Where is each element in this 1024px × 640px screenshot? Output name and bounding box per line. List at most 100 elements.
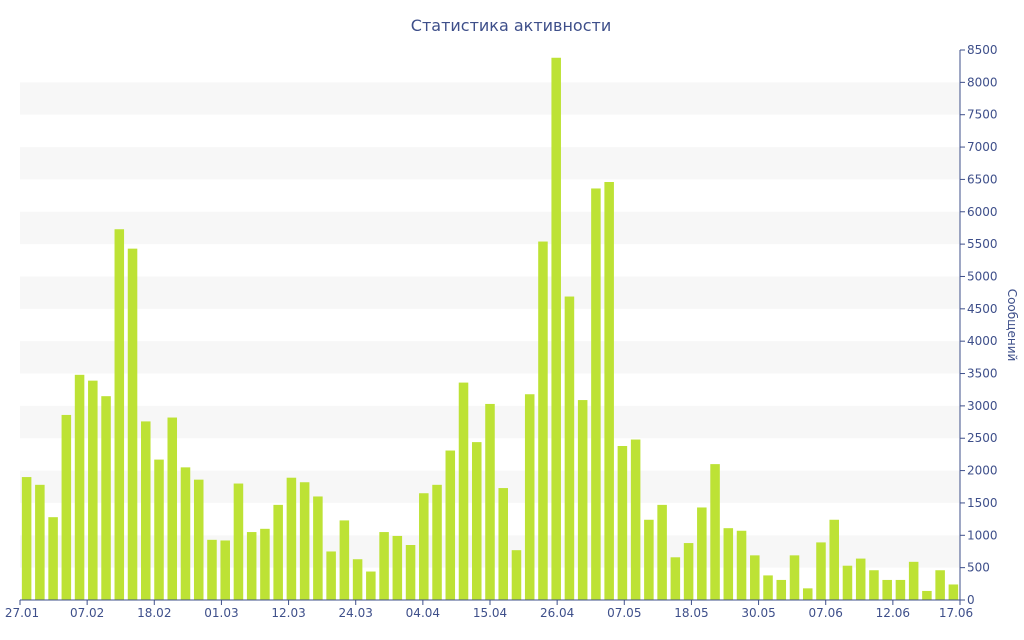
bar	[750, 555, 760, 600]
bar	[802, 588, 813, 600]
x-tick-label: 26.04	[540, 606, 574, 620]
y-tick-label: 7500	[967, 108, 998, 122]
chart-title: Статистика активности	[411, 16, 611, 35]
y-tick-label: 5500	[967, 237, 998, 251]
y-tick-label: 4500	[967, 302, 998, 316]
bar	[922, 590, 932, 600]
x-axis-ticks: 27.01 07.02 18.02 01.03 12.03 24.03 04.04 15.04…	[5, 600, 973, 620]
bar	[246, 532, 257, 600]
bar	[220, 540, 230, 600]
bar	[604, 182, 614, 600]
grid-band	[20, 82, 960, 115]
y-axis-ticks: 0 500 1000 1500 2000 2500 3000 3500 4000 4500 5000…	[960, 43, 998, 607]
y-tick-label: 3000	[967, 399, 998, 413]
x-tick-label: 12.06	[876, 606, 910, 620]
y-tick-label: 6000	[967, 205, 998, 219]
bar	[511, 550, 522, 600]
x-tick-label: 18.02	[137, 606, 171, 620]
bar	[591, 188, 601, 600]
y-tick-label: 3500	[967, 367, 998, 381]
y-tick-label: 500	[967, 561, 990, 575]
bar	[48, 517, 58, 600]
x-tick-label: 27.01	[5, 606, 39, 620]
bar	[789, 555, 800, 600]
bar	[35, 484, 45, 600]
bar	[710, 464, 720, 600]
bar	[273, 504, 283, 600]
bar	[577, 400, 588, 600]
bar	[260, 528, 270, 600]
bar	[207, 539, 217, 600]
x-tick-label: 07.02	[70, 606, 104, 620]
bar	[141, 421, 151, 600]
y-tick-label: 2000	[967, 464, 998, 478]
bar	[101, 396, 111, 600]
bar	[948, 584, 959, 600]
x-tick-label: 07.05	[607, 606, 641, 620]
bar	[180, 467, 191, 600]
bar	[855, 558, 866, 600]
bar	[154, 459, 164, 600]
bar	[816, 542, 826, 600]
grid-band	[20, 147, 960, 180]
bar	[21, 477, 32, 600]
bar	[74, 374, 85, 600]
bar	[895, 579, 906, 600]
bar	[869, 570, 879, 600]
bar	[458, 382, 469, 600]
bar	[445, 450, 456, 600]
bar-series	[21, 57, 959, 601]
bar	[405, 545, 416, 600]
y-axis-label: Сообщений	[1005, 289, 1019, 362]
bar	[233, 483, 244, 600]
bar	[339, 520, 350, 600]
bar	[379, 532, 389, 600]
bar	[630, 439, 641, 600]
grid-band	[20, 276, 960, 309]
bar	[193, 479, 204, 600]
bar	[88, 380, 98, 600]
bar	[644, 519, 654, 600]
y-tick-label: 6500	[967, 172, 998, 186]
y-tick-label: 8500	[967, 43, 998, 57]
bar	[419, 493, 429, 600]
y-tick-label: 7000	[967, 140, 998, 154]
bar	[842, 565, 853, 600]
bar	[352, 559, 363, 600]
bar	[657, 504, 667, 600]
bar	[167, 417, 178, 600]
bar	[471, 442, 482, 600]
grid-band	[20, 341, 960, 374]
bar	[286, 477, 297, 600]
bar	[723, 528, 734, 600]
y-tick-label: 1500	[967, 496, 998, 510]
y-tick-label: 0	[967, 593, 975, 607]
x-tick-label: 01.03	[204, 606, 238, 620]
bar	[670, 557, 681, 600]
bar	[551, 57, 561, 600]
bar	[432, 484, 442, 600]
y-tick-label: 8000	[967, 75, 998, 89]
bar	[736, 530, 747, 600]
x-tick-label: 04.04	[406, 606, 440, 620]
bar	[127, 248, 138, 600]
bar	[538, 241, 548, 600]
x-tick-label: 17.06	[939, 606, 973, 620]
bar	[776, 579, 787, 600]
bar	[392, 535, 403, 600]
bar	[882, 579, 892, 600]
x-tick-label: 24.03	[339, 606, 373, 620]
bar	[697, 507, 707, 600]
bar	[366, 571, 376, 600]
bar	[829, 519, 839, 600]
y-tick-label: 1000	[967, 528, 998, 542]
bar	[313, 496, 323, 600]
y-tick-label: 4000	[967, 334, 998, 348]
y-tick-label: 5000	[967, 269, 998, 283]
y-tick-label: 2500	[967, 431, 998, 445]
bar	[524, 394, 535, 600]
bar	[683, 543, 694, 600]
bar	[935, 570, 945, 600]
bar	[564, 296, 575, 600]
